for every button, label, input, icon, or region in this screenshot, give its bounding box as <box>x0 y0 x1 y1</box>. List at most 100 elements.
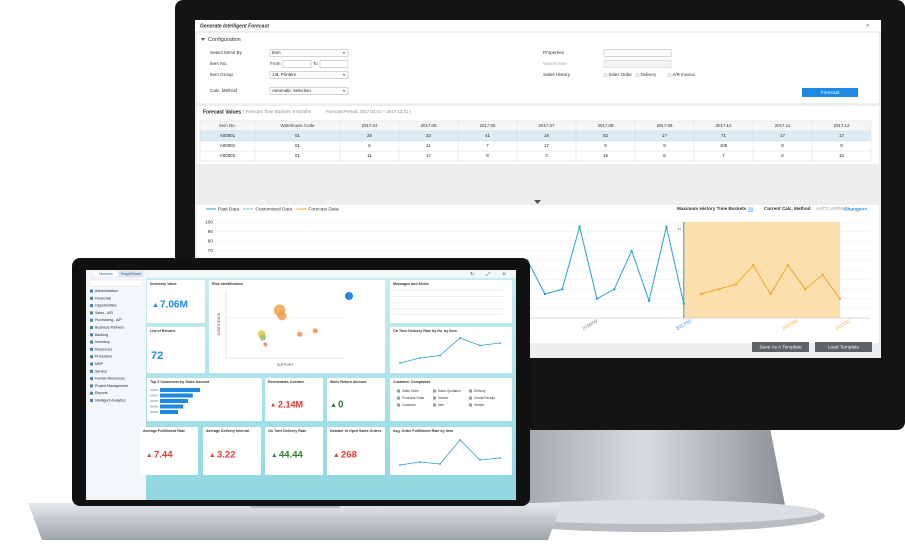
template-button[interactable] <box>752 342 809 352</box>
forecast-point <box>804 288 807 291</box>
kpi-value: 7.44 <box>154 450 173 461</box>
menu-item: Intelligent Analytics <box>95 398 126 402</box>
past-point <box>595 297 599 300</box>
radio[interactable] <box>635 73 640 77</box>
table-cell: 7 <box>486 143 489 148</box>
kpi-value: 7.06M <box>160 300 188 311</box>
menu-item: Sales - A/R <box>95 311 113 315</box>
forecast-point <box>821 273 824 276</box>
table-cell: 11 <box>367 153 372 158</box>
trend-arrow: ▲ <box>271 452 278 459</box>
radio[interactable] <box>603 73 608 77</box>
table-cell: 7 <box>722 153 725 158</box>
forecast-region <box>683 222 840 318</box>
top-icon: ⤢ <box>486 271 490 277</box>
x-axis-label: SUPPORT <box>277 363 293 367</box>
menu-item: MRP <box>95 362 104 366</box>
table-cell: 52 <box>603 133 608 138</box>
kpi-tile <box>327 427 385 475</box>
table-cell: 6 <box>663 153 666 158</box>
sales-history-label: Sales History <box>543 72 571 77</box>
message-row <box>393 296 503 297</box>
bar-label-placeholder <box>150 400 158 402</box>
menu-icon <box>90 333 93 337</box>
bar <box>160 404 184 409</box>
shortcut-label: Vendor <box>474 403 485 407</box>
selected-row-bg <box>200 131 871 141</box>
fulfillment-line-point <box>499 457 501 459</box>
config-title: Configuration <box>208 37 241 43</box>
radio-label: Sales Order <box>609 72 633 77</box>
complaints-tile <box>390 378 512 421</box>
shortcut-icon <box>469 396 472 400</box>
y-tick-label: 90 <box>208 229 214 235</box>
delivery-line-point <box>439 354 441 357</box>
column-header: 2017.09 <box>657 123 673 128</box>
column-header: 2017.06 <box>480 123 496 128</box>
kpi-value: 268 <box>341 450 357 461</box>
to-input[interactable] <box>319 60 349 68</box>
shortcut-label: Invoice <box>438 396 448 400</box>
search-box[interactable] <box>88 279 144 287</box>
delivery-chart-tile <box>390 327 512 373</box>
input-box[interactable] <box>269 71 349 79</box>
menu-item: Project Management <box>95 384 128 388</box>
kpi-tile-title: On Time Delivery Rate <box>268 429 306 433</box>
menu-icon <box>90 304 93 308</box>
forecast-point <box>769 292 772 296</box>
fulfillment-line-point <box>439 463 441 465</box>
table-cell: A00003 <box>220 153 236 158</box>
table-cell: 9 <box>604 143 607 148</box>
kpi-tile-title: Average Fulfillment Rate <box>143 429 185 433</box>
forecast-button[interactable] <box>802 88 858 97</box>
table-cell: 15 <box>603 153 608 158</box>
bubble <box>297 331 303 337</box>
bar <box>160 388 200 392</box>
shortcut-icon <box>433 403 436 407</box>
table-cell: 10 <box>839 153 844 158</box>
table-title: Forecast Values <box>203 109 241 115</box>
trend-arrow: ▲ <box>270 402 276 409</box>
table-cell: 6 <box>368 143 371 148</box>
trend-arrow: ▲ <box>209 452 216 459</box>
message-row <box>393 302 503 303</box>
fulfillment-chart-tile-title: Avg. Order Fulfillment Rate by Item <box>393 429 453 433</box>
bar-label-placeholder <box>150 405 158 408</box>
kpi-tile <box>203 427 261 475</box>
shortcut-label: Goods Receipt <box>474 396 495 400</box>
tab[interactable] <box>118 270 144 278</box>
legend-label: Past Data <box>218 206 239 212</box>
table-cell: 01 <box>295 133 300 138</box>
shortcut-icon <box>397 389 400 393</box>
tab[interactable] <box>93 270 119 278</box>
radio-label: Delivery <box>641 72 658 77</box>
top-bar <box>146 270 516 278</box>
sales-return-tile <box>327 378 385 421</box>
table-cell: 25 <box>367 133 372 138</box>
template-button[interactable] <box>815 342 872 352</box>
shortcut-icon <box>397 403 400 407</box>
field-label: Item No. <box>210 61 227 66</box>
menu-icon <box>90 355 93 359</box>
tab-label: Modules <box>99 272 113 276</box>
risk-tile-title: Risk Identification <box>212 282 243 286</box>
message-row <box>393 308 503 309</box>
y-tick-label: 80 <box>208 238 214 244</box>
fulfillment-line-point <box>459 439 461 441</box>
from-input[interactable] <box>282 60 312 68</box>
forecast-point <box>699 292 703 296</box>
input-box[interactable] <box>269 87 349 95</box>
time-buckets: ( Forecast Time Buckets: 9 Months <box>243 109 312 114</box>
radio[interactable] <box>667 73 672 77</box>
table-cell: 33 <box>426 133 431 138</box>
message-row <box>393 290 503 291</box>
returns-tile <box>147 327 205 373</box>
top-icon: ✕ <box>502 271 506 277</box>
properties-input[interactable] <box>603 49 672 57</box>
table-cell: 100 <box>720 143 728 148</box>
delivery-line <box>399 337 501 364</box>
shortcut-icon <box>433 389 436 393</box>
column-header: Warehouse Code <box>280 123 315 128</box>
input-box[interactable] <box>269 49 349 57</box>
table-cell: 17 <box>544 143 549 148</box>
